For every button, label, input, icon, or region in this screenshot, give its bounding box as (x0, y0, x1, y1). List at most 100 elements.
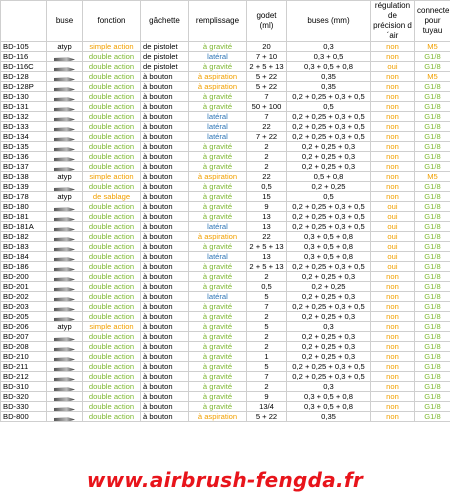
cell-model: BD-105 (0, 41, 47, 52)
cell-buses: 0,3 (286, 321, 371, 332)
cell-connecteur: G1/8 (414, 411, 450, 422)
cell-buses: 0,2 + 0,25 + 0,3 + 0,5 (286, 201, 371, 212)
cell-gachette: à bouton (140, 301, 189, 312)
cell-godet: 5 + 22 (246, 71, 287, 82)
cell-remplissage: à gravité (188, 311, 247, 322)
cell-buses: 0,3 + 0,5 + 0,8 (286, 241, 371, 252)
cell-buses: 0,2 + 0,25 + 0,3 + 0,5 (286, 261, 371, 272)
cell-remplissage: à gravité (188, 281, 247, 292)
cell-buses: 0,3 + 0,5 (286, 51, 371, 62)
cell-regulation: non (370, 121, 415, 132)
cell-remplissage: à gravité (188, 371, 247, 382)
cell-godet: 7 (246, 91, 287, 102)
table-row: BD-207 double action à bouton à gravité 2 0,2… (0, 331, 450, 342)
cell-buses: 0,35 (286, 71, 371, 82)
cell-model: BD-208 (0, 341, 47, 352)
cell-buses: 0,2 + 0,25 + 0,3 (286, 271, 371, 282)
cell-godet: 5 (246, 291, 287, 302)
cell-regulation: oui (370, 231, 415, 242)
cell-gachette: à bouton (140, 401, 189, 412)
table-row: BD-128 double action à bouton à aspiration 5… (0, 71, 450, 82)
table-row: BD-135 double action à bouton à gravité 2 0,2… (0, 141, 450, 152)
cell-connecteur: G1/8 (414, 231, 450, 242)
cell-buses: 0,35 (286, 81, 371, 92)
header-remplissage: remplissage (188, 0, 247, 42)
cell-remplissage: à gravité (188, 351, 247, 362)
cell-regulation: non (370, 331, 415, 342)
cell-buse (46, 291, 83, 302)
cell-regulation: non (370, 401, 415, 412)
cell-buse (46, 121, 83, 132)
cell-model: BD-134 (0, 131, 47, 142)
cell-connecteur: G1/8 (414, 331, 450, 342)
cell-gachette: à bouton (140, 411, 189, 422)
cell-buse (46, 151, 83, 162)
cell-buse (46, 141, 83, 152)
cell-buse (46, 241, 83, 252)
nozzle-icon (53, 165, 76, 171)
cell-remplissage: à gravité (188, 181, 247, 192)
nozzle-icon (53, 335, 76, 341)
cell-buse (46, 221, 83, 232)
cell-regulation: non (370, 271, 415, 282)
cell-buses: 0,3 + 0,5 + 0,8 (286, 391, 371, 402)
table-row: BD-184 double action à bouton latéral 13 0,3 … (0, 251, 450, 262)
cell-godet: 9 (246, 391, 287, 402)
cell-godet: 2 (246, 311, 287, 322)
cell-model: BD-210 (0, 351, 47, 362)
cell-fonction: double action (82, 161, 141, 172)
cell-regulation: non (370, 341, 415, 352)
cell-remplissage: à gravité (188, 361, 247, 372)
table-row: BD-310 double action à bouton à gravité 2 0,3… (0, 381, 450, 392)
cell-buse (46, 231, 83, 242)
cell-remplissage: à aspiration (188, 231, 247, 242)
nozzle-icon (53, 405, 76, 411)
nozzle-icon (53, 95, 76, 101)
cell-remplissage: latéral (188, 111, 247, 122)
cell-regulation: non (370, 291, 415, 302)
cell-regulation: non (370, 301, 415, 312)
nozzle-icon (53, 235, 76, 241)
cell-connecteur: G1/8 (414, 251, 450, 262)
table-row: BD-212 double action à bouton à gravité 7 0,2… (0, 371, 450, 382)
nozzle-icon (53, 205, 76, 211)
cell-fonction: double action (82, 181, 141, 192)
cell-gachette: à bouton (140, 171, 189, 182)
cell-model: BD-206 (0, 321, 47, 332)
cell-regulation: oui (370, 211, 415, 222)
cell-connecteur: G1/8 (414, 211, 450, 222)
cell-fonction: double action (82, 361, 141, 372)
cell-model: BD-136 (0, 151, 47, 162)
nozzle-icon (53, 115, 76, 121)
cell-remplissage: à gravité (188, 191, 247, 202)
cell-buses: 0,5 + 0,8 (286, 171, 371, 182)
cell-connecteur: M5 (414, 171, 450, 182)
cell-godet: 5 + 22 (246, 81, 287, 92)
table-row: BD-139 double action à bouton à gravité 0,5 0… (0, 181, 450, 192)
header-model (0, 0, 47, 42)
cell-remplissage: latéral (188, 251, 247, 262)
cell-buse: atyp (46, 191, 83, 202)
cell-model: BD-128P (0, 81, 47, 92)
cell-buses: 0,2 + 0,25 + 0,3 (286, 331, 371, 342)
table-row: BD-116C double action de pistolet à gravité… (0, 61, 450, 72)
cell-buse (46, 341, 83, 352)
cell-gachette: à bouton (140, 381, 189, 392)
cell-buse (46, 101, 83, 112)
table-row: BD-211 double action à bouton à gravité 5 0,2… (0, 361, 450, 372)
cell-model: BD-135 (0, 141, 47, 152)
cell-model: BD-116C (0, 61, 47, 72)
cell-model: BD-180 (0, 201, 47, 212)
cell-remplissage: à gravité (188, 161, 247, 172)
cell-regulation: oui (370, 261, 415, 272)
table-row: BD-208 double action à bouton à gravité 2 0,2… (0, 341, 450, 352)
cell-buse (46, 81, 83, 92)
table-row: BD-800 double action à bouton à aspiration 5… (0, 411, 450, 422)
cell-connecteur: G1/8 (414, 131, 450, 142)
footer-website-url[interactable]: www.airbrush-fengda.fr (86, 468, 364, 492)
cell-fonction: double action (82, 391, 141, 402)
cell-gachette: à bouton (140, 221, 189, 232)
table-row: BD-116 double action de pistolet latéral 7 +… (0, 51, 450, 62)
cell-remplissage: à gravité (188, 341, 247, 352)
